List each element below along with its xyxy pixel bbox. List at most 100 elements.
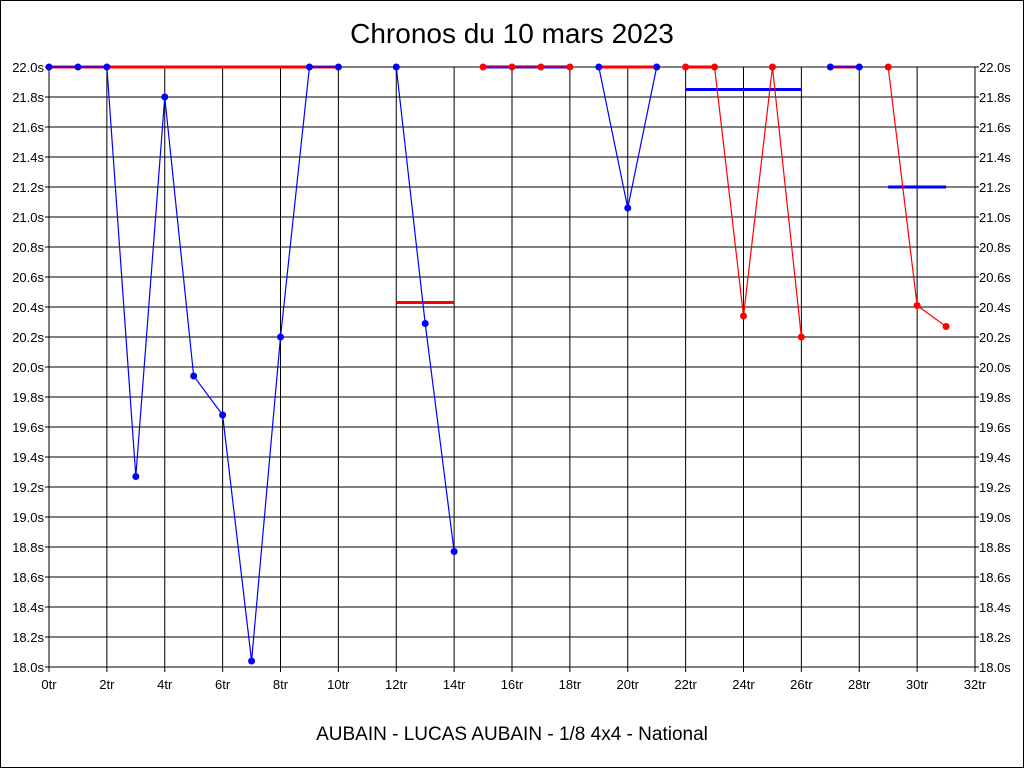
y-tick-label-right: 19.0s [979,510,1011,525]
data-point [132,473,140,480]
x-tick-label: 2tr [99,677,115,692]
y-tick-label-left: 18.2s [12,630,44,645]
y-tick-label-left: 19.4s [12,450,44,465]
x-tick-label: 4tr [157,677,173,692]
y-tick-label-right: 20.0s [979,360,1011,375]
x-tick-label: 32tr [964,677,987,692]
x-tick-label: 8tr [273,677,289,692]
series-lines [49,66,947,662]
y-tick-label-right: 21.2s [979,180,1011,195]
data-point [508,63,516,71]
chart-title: Chronos du 10 mars 2023 [350,18,674,49]
y-tick-label-left: 20.8s [12,240,44,255]
data-point [913,302,921,309]
data-point [45,63,53,71]
data-point [711,63,719,71]
data-point [305,63,313,71]
data-point [248,657,256,665]
y-tick-label-left: 22.0s [12,60,44,75]
data-point [855,63,863,71]
y-tick-label-left: 21.0s [12,210,44,225]
reference-lines [49,65,947,304]
y-tick-label-right: 20.2s [979,330,1011,345]
y-tick-label-left: 20.4s [12,300,44,315]
y-tick-label-left: 18.4s [12,600,44,615]
x-tick-label: 22tr [674,677,697,692]
x-tick-label: 28tr [848,677,871,692]
y-tick-label-right: 18.8s [979,540,1011,555]
data-point [219,411,227,419]
x-tick-label: 18tr [559,677,582,692]
y-tick-label-right: 22.0s [979,60,1011,75]
data-point [884,63,892,71]
x-tick-label: 14tr [443,677,466,692]
data-point [624,204,632,212]
data-point [479,63,487,71]
y-tick-label-left: 19.2s [12,480,44,495]
x-tick-label: 26tr [790,677,813,692]
y-tick-label-left: 19.8s [12,390,44,405]
data-point [682,63,690,71]
series-line-group-2 [395,66,455,552]
y-tick-label-right: 18.4s [979,600,1011,615]
y-tick-label-left: 18.0s [12,660,44,675]
data-point [392,63,400,71]
data-point [537,63,545,71]
data-point [826,63,834,71]
data-point [653,63,661,71]
data-point [74,63,82,71]
x-tick-label: 20tr [617,677,640,692]
data-point [566,63,574,71]
series-line-group-1 [49,66,339,662]
y-tick-label-left: 18.8s [12,540,44,555]
y-tick-label-right: 20.6s [979,270,1011,285]
data-point [161,93,169,101]
y-tick-label-right: 21.4s [979,150,1011,165]
data-point [334,63,342,71]
data-point [595,63,603,71]
y-tick-label-left: 21.8s [12,90,44,105]
y-tick-label-right: 20.4s [979,300,1011,315]
y-tick-label-left: 19.0s [12,510,44,525]
data-point [942,323,950,330]
data-point [421,320,429,327]
data-point [768,63,776,71]
y-tick-label-left: 18.6s [12,570,44,585]
y-tick-label-left: 20.2s [12,330,44,345]
y-tick-label-right: 21.0s [979,210,1011,225]
y-tick-label-left: 21.6s [12,120,44,135]
y-tick-label-right: 20.8s [979,240,1011,255]
x-tick-label: 0tr [41,677,57,692]
y-tick-label-right: 19.8s [979,390,1011,405]
chart-footer: AUBAIN - LUCAS AUBAIN - 1/8 4x4 - Nation… [316,724,708,745]
data-point [190,372,198,380]
y-tick-label-right: 19.6s [979,420,1011,435]
tick-labels: 0tr 2tr 4tr 6tr 8tr 10tr 12tr 14tr 16tr 18tr 20tr 2… [12,60,1011,692]
y-tick-label-right: 19.4s [979,450,1011,465]
y-tick-label-right: 19.2s [979,480,1011,495]
y-tick-label-left: 20.6s [12,270,44,285]
x-tick-label: 24tr [732,677,755,692]
y-tick-label-left: 21.4s [12,150,44,165]
y-tick-label-right: 21.6s [979,120,1011,135]
x-tick-label: 12tr [385,677,408,692]
y-tick-label-right: 18.0s [979,660,1011,675]
y-tick-label-right: 18.6s [979,570,1011,585]
y-tick-label-right: 21.8s [979,90,1011,105]
series-points [45,63,950,665]
data-point [740,312,747,320]
y-tick-label-left: 19.6s [12,420,44,435]
data-point [103,63,111,71]
grid [45,66,979,672]
data-point [277,333,284,341]
y-tick-label-left: 21.2s [12,180,44,195]
x-tick-label: 6tr [215,677,231,692]
y-tick-label-right: 18.2s [979,630,1011,645]
x-tick-label: 16tr [501,677,524,692]
data-point [450,548,458,555]
x-tick-label: 10tr [327,677,350,692]
x-tick-label: 30tr [906,677,929,692]
y-tick-label-left: 20.0s [12,360,44,375]
data-point [797,333,805,341]
